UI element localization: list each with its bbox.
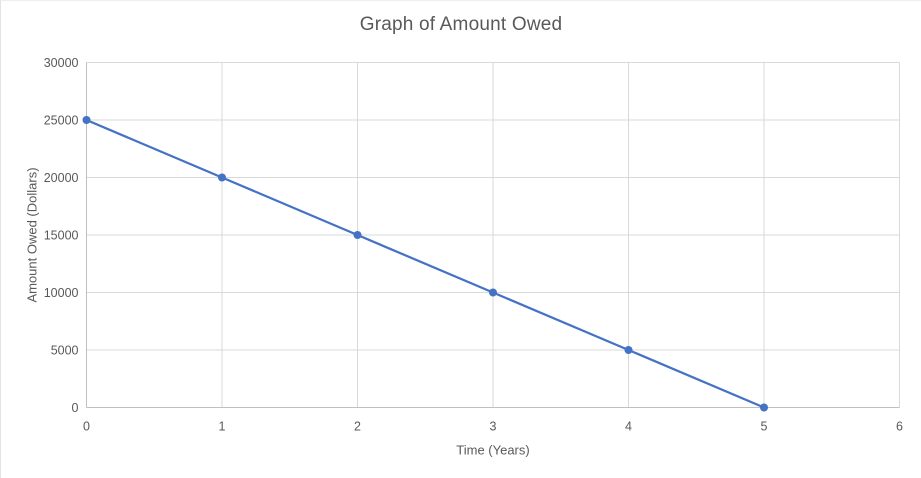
data-point-marker [353, 231, 362, 239]
y-tick-label: 0 [72, 401, 79, 415]
x-tick-label: 6 [896, 420, 903, 434]
x-tick-label: 1 [219, 420, 226, 434]
data-point-marker [760, 403, 768, 412]
x-tick-label: 5 [761, 420, 768, 434]
x-tick-label: 4 [625, 420, 632, 434]
data-point-marker [624, 346, 633, 354]
y-tick-label: 15000 [44, 229, 79, 243]
data-point-marker [218, 173, 226, 182]
data-point-marker [82, 116, 91, 124]
y-axis-title: Amount Owed (Dollars) [24, 167, 40, 303]
x-tick-label: 0 [83, 420, 90, 434]
x-tick-label: 3 [490, 420, 497, 434]
x-tick-label: 2 [354, 420, 361, 434]
y-tick-label: 30000 [44, 56, 79, 70]
x-axis-title: Time (Years) [456, 442, 530, 458]
chart-title: Graph of Amount Owed [359, 14, 563, 35]
y-tick-label: 10000 [44, 286, 79, 300]
data-point-marker [489, 288, 497, 297]
y-tick-label: 20000 [44, 171, 79, 185]
y-tick-label: 25000 [44, 114, 79, 128]
series-line [85, 118, 766, 409]
y-tick-label: 5000 [51, 344, 79, 358]
